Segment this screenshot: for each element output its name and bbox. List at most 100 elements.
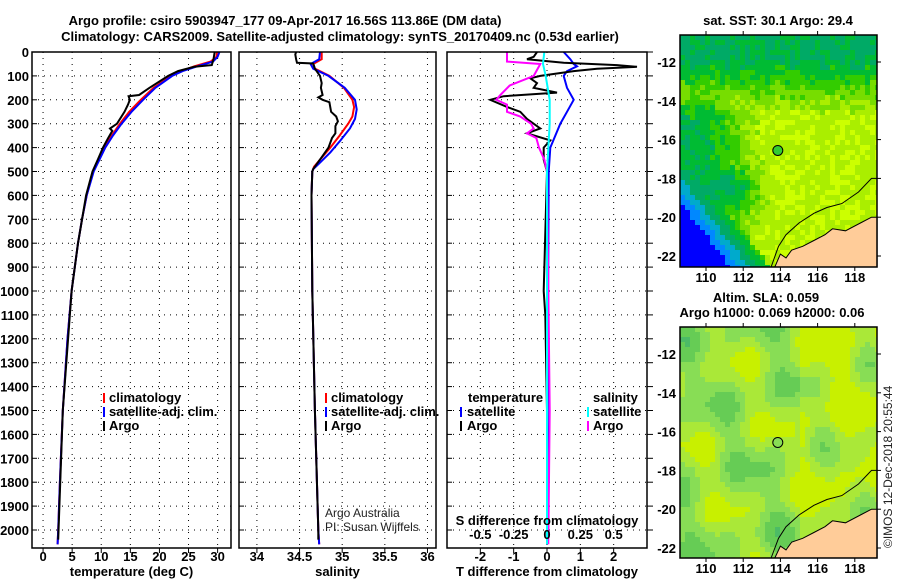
sst-cell bbox=[830, 175, 835, 180]
sla-cell bbox=[740, 457, 745, 462]
sla-cell bbox=[730, 467, 735, 472]
sst-cell bbox=[785, 65, 790, 70]
sst-cell bbox=[875, 135, 877, 140]
sst-cell bbox=[705, 60, 710, 65]
sst-cell bbox=[735, 140, 740, 145]
sla-cell bbox=[865, 392, 870, 397]
sst-cell bbox=[875, 175, 877, 180]
sst-cell bbox=[695, 180, 700, 185]
sst-cell bbox=[850, 115, 855, 120]
sla-cell bbox=[765, 492, 770, 497]
sla-cell bbox=[765, 452, 770, 457]
sla-cell bbox=[765, 347, 770, 352]
sla-cell bbox=[690, 422, 695, 427]
sla-cell bbox=[800, 427, 805, 432]
sst-cell bbox=[810, 215, 815, 220]
sst-cell bbox=[810, 65, 815, 70]
sst-cell bbox=[810, 105, 815, 110]
sla-cell bbox=[850, 487, 855, 492]
sla-cell bbox=[750, 477, 755, 482]
sst-cell bbox=[800, 100, 805, 105]
sst-cell bbox=[770, 180, 775, 185]
sst-cell bbox=[730, 95, 735, 100]
sla-cell bbox=[735, 402, 740, 407]
x-tick-label: 25 bbox=[181, 549, 195, 564]
sla-cell bbox=[810, 327, 815, 332]
sst-cell bbox=[830, 155, 835, 160]
sla-cell bbox=[795, 332, 800, 337]
sst-cell bbox=[850, 60, 855, 65]
sla-cell bbox=[830, 517, 835, 522]
sst-cell bbox=[760, 215, 765, 220]
sla-cell bbox=[755, 497, 760, 502]
sst-cell bbox=[820, 155, 825, 160]
sla-cell bbox=[735, 432, 740, 437]
sla-cell bbox=[725, 422, 730, 427]
sla-cell bbox=[825, 452, 830, 457]
sla-cell bbox=[865, 452, 870, 457]
sst-cell bbox=[790, 220, 795, 225]
sst-cell bbox=[845, 95, 850, 100]
sla-cell bbox=[760, 517, 765, 522]
sla-cell bbox=[710, 452, 715, 457]
sst-cell bbox=[715, 35, 720, 40]
sla-cell bbox=[760, 427, 765, 432]
sst-cell bbox=[735, 35, 740, 40]
sst-cell bbox=[780, 85, 785, 90]
sla-cell bbox=[705, 392, 710, 397]
sst-cell bbox=[710, 55, 715, 60]
sst-cell bbox=[845, 205, 850, 210]
sst-cell bbox=[840, 175, 845, 180]
sla-cell bbox=[835, 497, 840, 502]
sla-cell bbox=[765, 527, 770, 532]
sla-cell bbox=[685, 537, 690, 542]
sst-cell bbox=[685, 85, 690, 90]
sla-cell bbox=[825, 482, 830, 487]
sst-cell bbox=[700, 80, 705, 85]
sla-cell bbox=[720, 327, 725, 332]
sla-cell bbox=[825, 512, 830, 517]
sst-cell bbox=[735, 240, 740, 245]
sst-cell bbox=[700, 240, 705, 245]
sst-cell bbox=[705, 140, 710, 145]
sla-cell bbox=[720, 502, 725, 507]
sst-cell bbox=[715, 145, 720, 150]
sla-cell bbox=[685, 352, 690, 357]
sla-cell bbox=[760, 327, 765, 332]
sla-cell bbox=[710, 432, 715, 437]
sla-cell bbox=[725, 367, 730, 372]
sla-cell bbox=[770, 332, 775, 337]
sla-cell bbox=[800, 402, 805, 407]
sst-cell bbox=[765, 200, 770, 205]
lat-tick-label: -14 bbox=[657, 386, 677, 401]
sst-cell bbox=[855, 130, 860, 135]
sst-cell bbox=[800, 35, 805, 40]
sla-cell bbox=[755, 342, 760, 347]
x-axis-label: temperature (deg C) bbox=[70, 564, 194, 579]
sla-cell bbox=[720, 422, 725, 427]
sla-cell bbox=[700, 347, 705, 352]
sst-cell bbox=[690, 65, 695, 70]
sst-cell bbox=[775, 140, 780, 145]
sst-cell bbox=[685, 185, 690, 190]
sla-cell bbox=[700, 422, 705, 427]
sst-cell bbox=[790, 95, 795, 100]
sst-cell bbox=[820, 165, 825, 170]
sla-cell bbox=[825, 342, 830, 347]
sst-cell bbox=[800, 240, 805, 245]
sla-cell bbox=[750, 392, 755, 397]
sla-cell bbox=[820, 427, 825, 432]
sst-cell bbox=[785, 245, 790, 250]
sst-cell bbox=[790, 65, 795, 70]
sla-cell bbox=[800, 367, 805, 372]
sst-cell bbox=[690, 60, 695, 65]
sst-cell bbox=[815, 135, 820, 140]
sst-cell bbox=[780, 45, 785, 50]
sla-cell bbox=[850, 412, 855, 417]
sst-cell bbox=[715, 165, 720, 170]
sst-cell bbox=[730, 140, 735, 145]
sst-cell bbox=[850, 75, 855, 80]
sst-cell bbox=[875, 100, 877, 105]
sla-cell bbox=[815, 442, 820, 447]
sst-cell bbox=[875, 155, 877, 160]
